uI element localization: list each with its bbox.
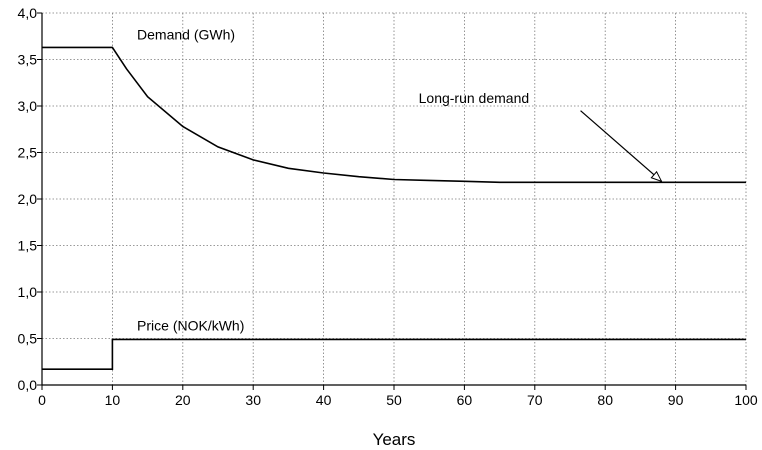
y-tick-label: 0,0 — [18, 377, 38, 393]
x-tick-label: 100 — [734, 392, 758, 408]
y-tick-label: 1,0 — [18, 284, 38, 300]
y-tick-label: 0,5 — [18, 331, 38, 347]
x-tick-label: 0 — [38, 392, 46, 408]
y-tick-label: 3,5 — [18, 52, 38, 68]
long-run-demand-annotation: Long-run demand — [419, 90, 530, 106]
y-tick-label: 4,0 — [18, 5, 38, 21]
annotation-arrow-line — [580, 110, 662, 182]
x-tick-label: 60 — [457, 392, 473, 408]
x-tick-label: 40 — [316, 392, 332, 408]
labels: 0 10 20 30 40 50 60 70 80 90 100 0,0 0,5 1,0 1,5 2,0 2,5… — [18, 5, 758, 408]
x-tick-label: 30 — [245, 392, 261, 408]
price-series-label: Price (NOK/kWh) — [137, 317, 244, 333]
price-series-line — [42, 338, 746, 371]
x-tick-label: 70 — [527, 392, 543, 408]
x-tick-label: 50 — [386, 392, 402, 408]
demand-series-line — [42, 46, 746, 184]
y-tick-label: 1,5 — [18, 238, 38, 254]
y-tick-label: 2,5 — [18, 145, 38, 161]
x-axis-title: Years — [373, 430, 416, 449]
y-tick-label: 2,0 — [18, 191, 38, 207]
x-tick-label: 20 — [175, 392, 191, 408]
axes — [37, 12, 747, 390]
y-tick-label: 3,0 — [18, 98, 38, 114]
series — [42, 46, 746, 371]
x-tick-label: 80 — [597, 392, 613, 408]
annotation-arrow-head — [650, 170, 663, 183]
demand-series-label: Demand (GWh) — [137, 26, 235, 42]
grid — [42, 12, 747, 385]
x-tick-label: 10 — [105, 392, 121, 408]
x-tick-label: 90 — [668, 392, 684, 408]
